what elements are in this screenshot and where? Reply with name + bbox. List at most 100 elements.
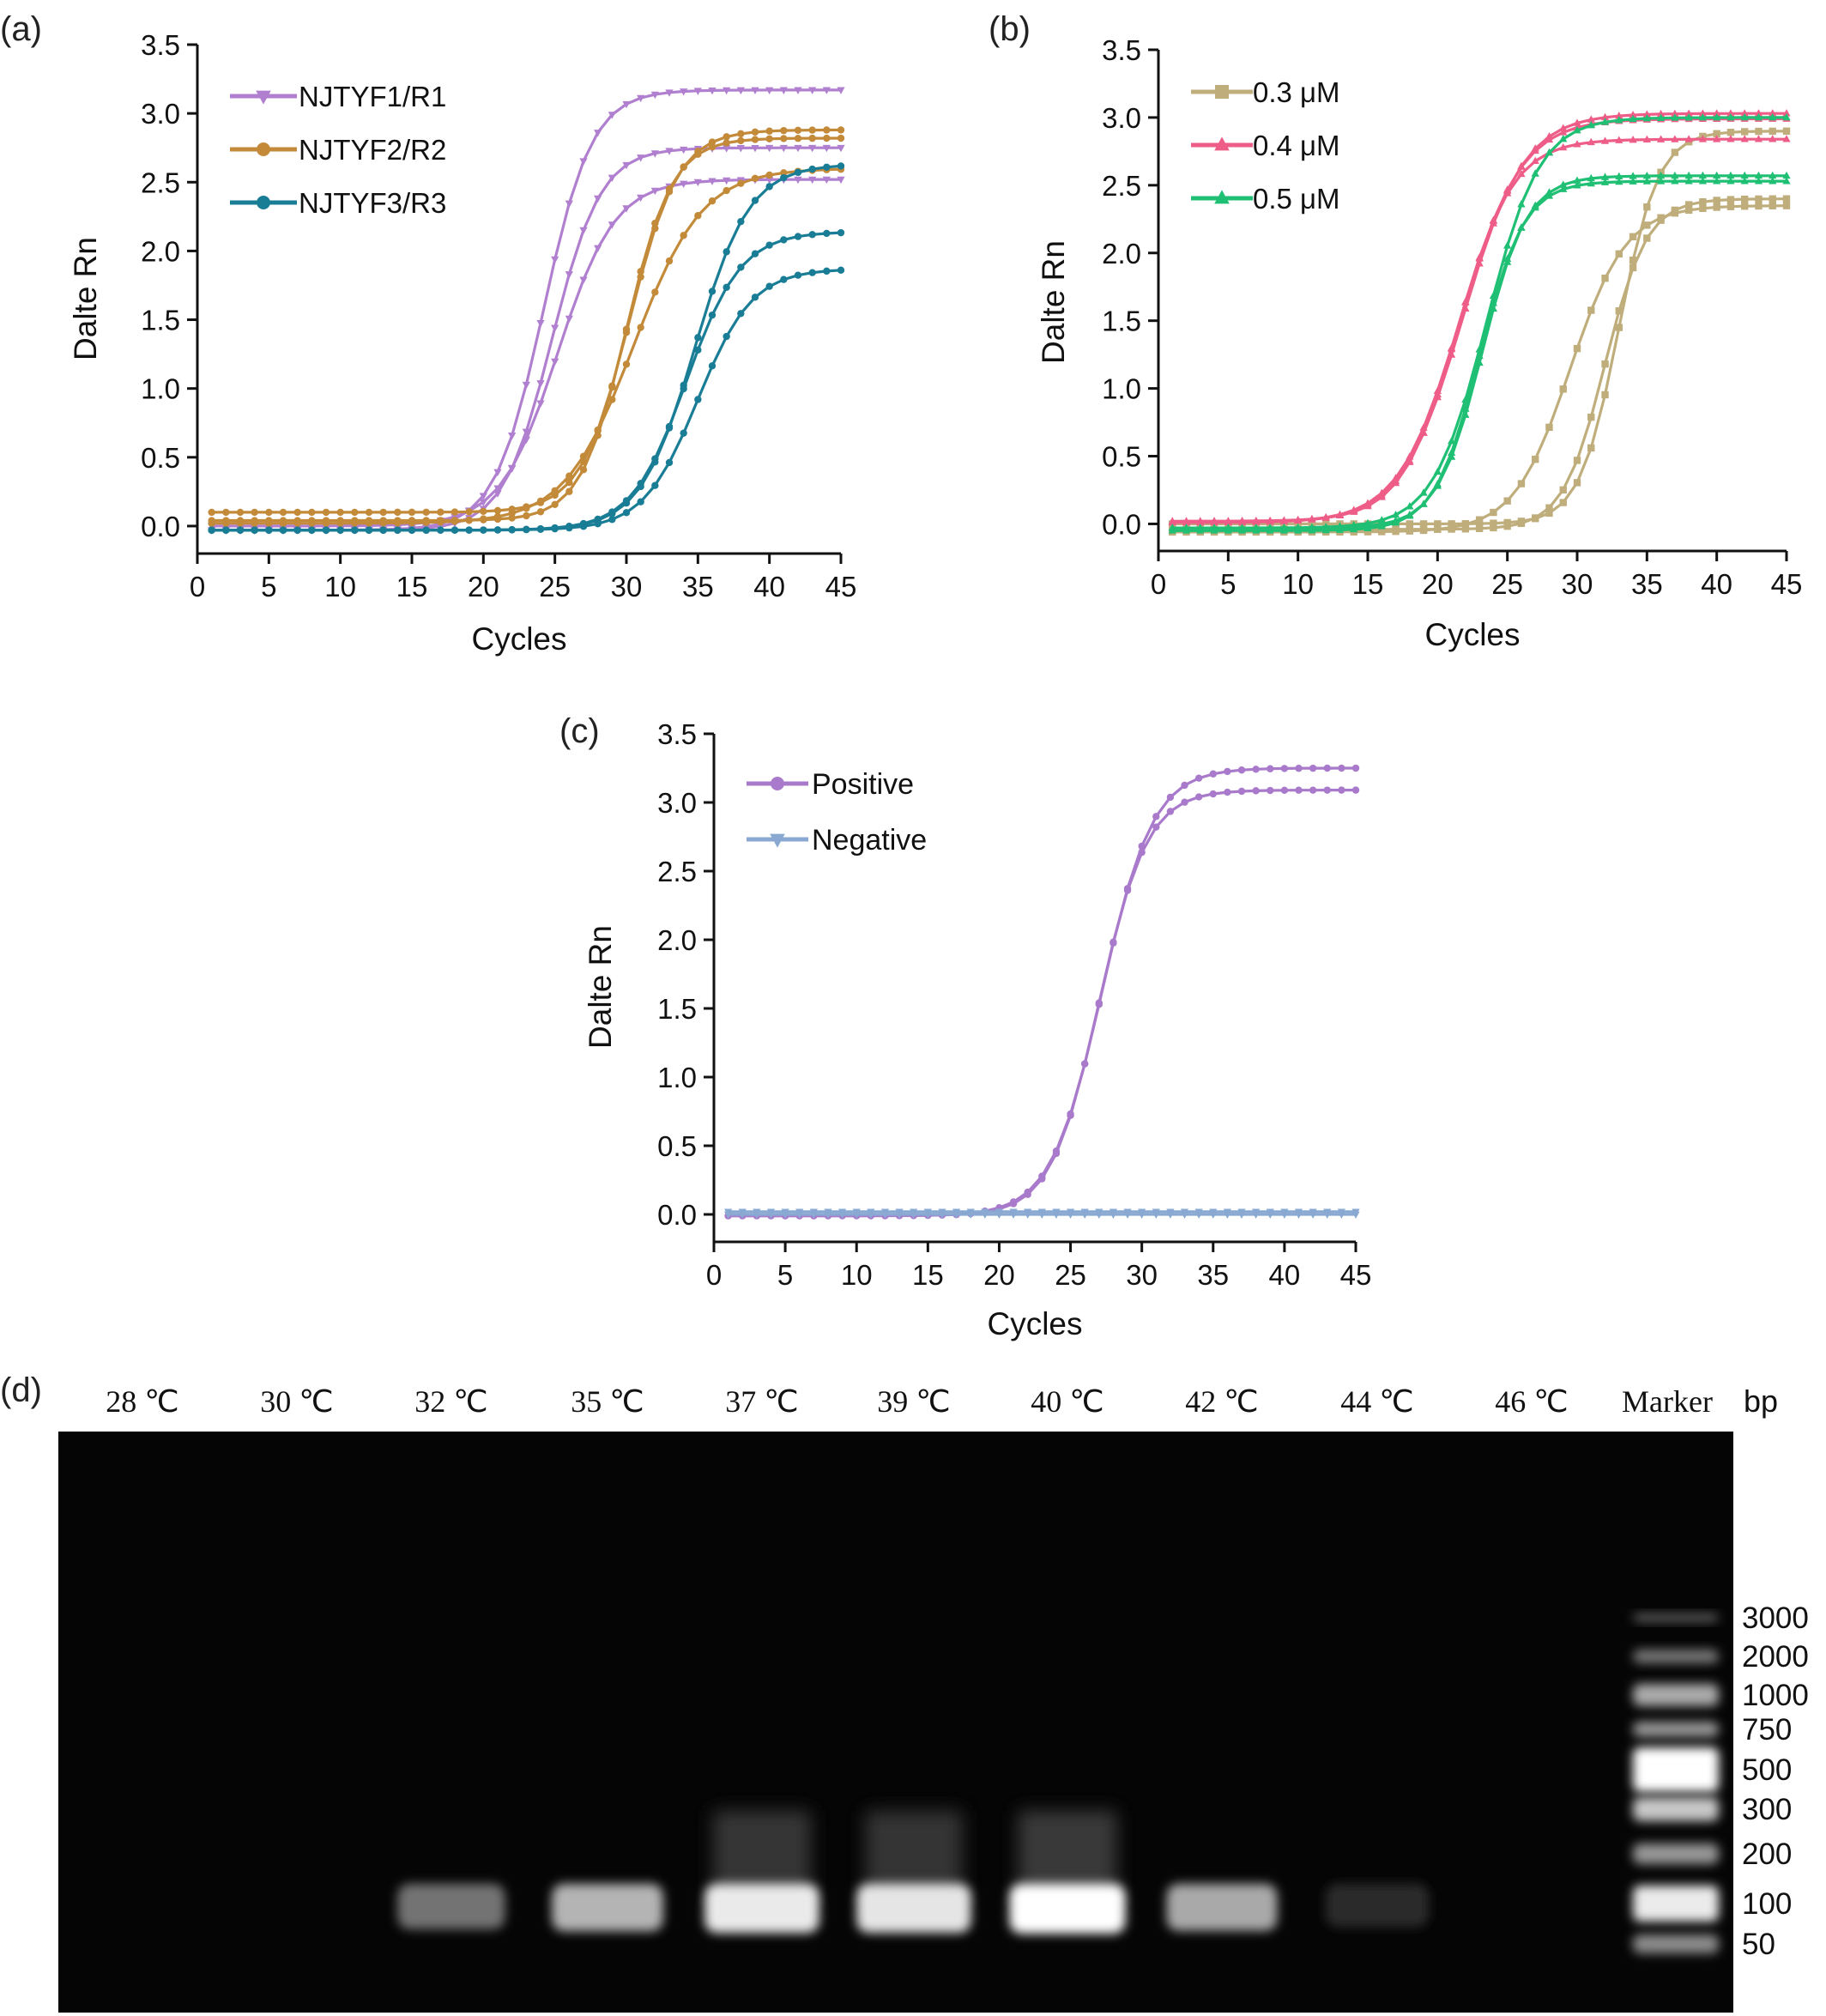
chart-c: 0.0 0.5 1.0 1.5 2.0 2.5 3.0 3.5 0 5 10 15 20 25 30 35 40… [583, 718, 1371, 1341]
x-tick-label: 5 [777, 1259, 793, 1291]
data-point [637, 94, 645, 103]
data-point [1573, 344, 1581, 353]
data-point [1671, 209, 1679, 217]
data-point [1769, 135, 1777, 142]
data-point [293, 519, 301, 527]
lane-label: 44 ℃ [1340, 1384, 1413, 1419]
data-point [236, 508, 245, 517]
data-point [1532, 455, 1539, 463]
data-point [794, 144, 802, 153]
data-point [437, 518, 444, 526]
data-point [1266, 516, 1274, 524]
data-point [1573, 140, 1581, 148]
y-tick-label: 1.0 [657, 1062, 697, 1093]
data-point [1782, 135, 1791, 142]
data-point [1656, 113, 1666, 121]
data-point [650, 187, 659, 196]
data-point [1309, 786, 1317, 794]
data-point [1600, 136, 1610, 144]
data-point [1587, 413, 1595, 421]
x-tick-label: 20 [983, 1259, 1015, 1291]
data-point [1210, 517, 1218, 524]
data-point [536, 320, 545, 328]
y-tick-label: 3.5 [657, 718, 697, 750]
marker-size-label: 100 [1742, 1887, 1792, 1921]
data-point [322, 508, 330, 517]
data-point [737, 263, 745, 271]
data-point [1573, 126, 1581, 134]
x-tick-label: 10 [1282, 568, 1314, 600]
data-point [1338, 786, 1345, 794]
data-point [795, 1211, 804, 1220]
x-tick-label: 30 [1126, 1259, 1158, 1291]
data-point [622, 497, 631, 505]
data-point [308, 508, 316, 517]
data-point [651, 220, 659, 227]
data-point [1573, 457, 1581, 464]
data-point [437, 508, 444, 516]
data-point [608, 516, 616, 524]
data-point [1657, 214, 1665, 221]
data-point [895, 1211, 904, 1220]
data-point [1490, 519, 1497, 527]
data-point [837, 87, 845, 94]
x-tick-label: 0 [1151, 568, 1166, 600]
data-point [1196, 526, 1205, 534]
data-point [1321, 525, 1330, 534]
data-point [680, 146, 688, 154]
data-point [508, 433, 517, 440]
y-tick-label: 1.5 [1102, 306, 1141, 337]
data-point [923, 1211, 932, 1220]
data-point [680, 180, 688, 189]
data-point [1726, 203, 1735, 210]
data-point [551, 487, 559, 494]
data-point [622, 205, 631, 213]
y-tick-label: 3.0 [657, 787, 697, 819]
data-point [780, 135, 788, 142]
data-point [1559, 142, 1568, 151]
data-point [1629, 135, 1637, 143]
data-point [1741, 128, 1749, 136]
legend-label: NJTYF2/R2 [299, 134, 446, 166]
data-point [1363, 528, 1372, 536]
data-point [1769, 177, 1777, 185]
data-point [394, 508, 402, 517]
data-point [1559, 499, 1567, 506]
data-point [1726, 171, 1735, 179]
legend-marker [1214, 190, 1230, 204]
data-point [1545, 135, 1554, 143]
data-point [1698, 135, 1708, 142]
data-point [251, 508, 258, 517]
data-point [751, 250, 759, 257]
data-point [780, 126, 788, 135]
data-point [1573, 181, 1581, 189]
data-point [1223, 1211, 1232, 1220]
data-point [523, 505, 530, 512]
data-point [708, 362, 716, 370]
data-point [479, 493, 487, 500]
data-point [1138, 1211, 1146, 1220]
data-point [408, 518, 416, 527]
data-point [794, 271, 802, 279]
data-point [1782, 112, 1791, 121]
y-tick-label: 1.5 [141, 305, 180, 336]
data-point [1755, 127, 1763, 136]
data-point [1166, 808, 1175, 815]
data-point [1080, 1060, 1089, 1068]
x-tick-label: 0 [706, 1259, 722, 1291]
data-point [265, 508, 273, 517]
data-point [1338, 764, 1345, 772]
data-point [1769, 202, 1776, 209]
data-point [1754, 171, 1763, 179]
lane-label: 46 ℃ [1495, 1384, 1568, 1419]
data-point [1643, 203, 1651, 211]
gel-band [1009, 1884, 1126, 1934]
y-tick-label: 3.5 [141, 29, 180, 61]
data-point [1168, 526, 1176, 534]
data-point [1448, 520, 1455, 528]
data-point [1503, 241, 1512, 249]
data-point [1461, 520, 1470, 529]
data-point [579, 452, 588, 460]
marker-size-label: 50 [1742, 1928, 1775, 1961]
data-point [808, 176, 817, 185]
